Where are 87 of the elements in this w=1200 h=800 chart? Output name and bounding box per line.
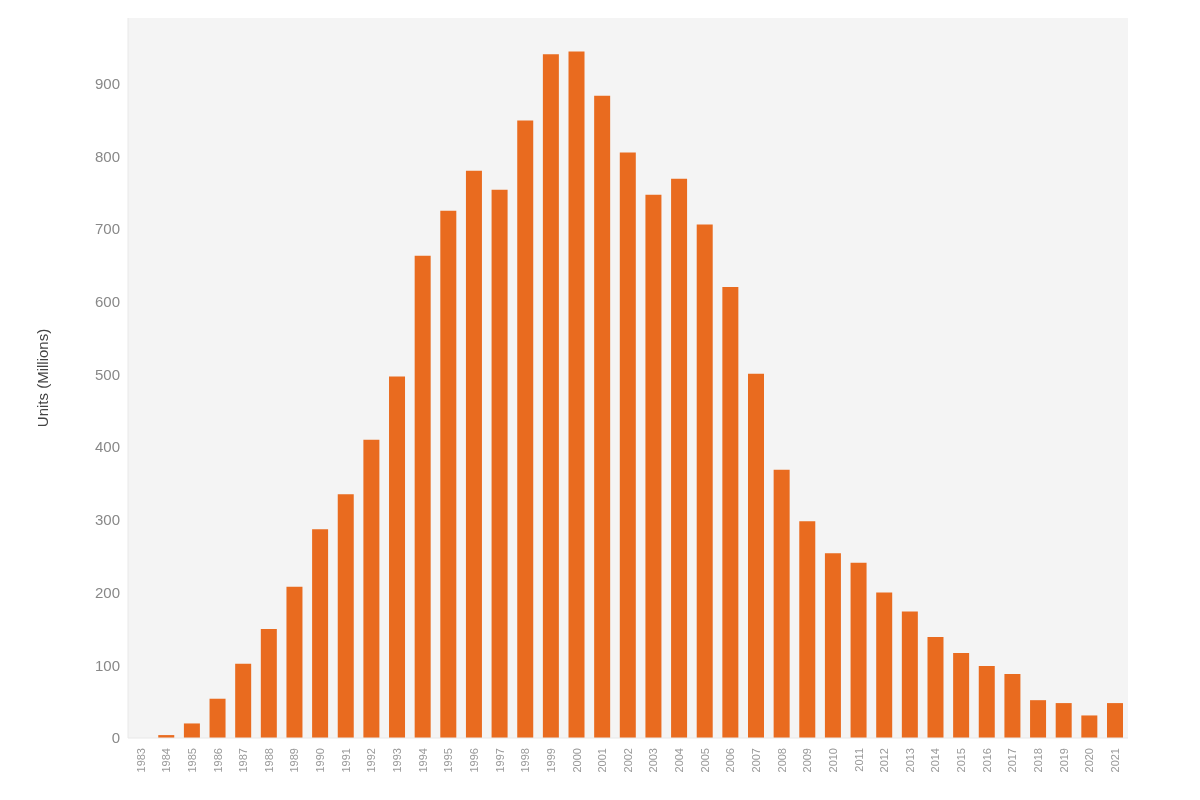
bar [491,189,508,738]
x-tick-label: 2002 [621,748,634,773]
x-tick-label: 2017 [1006,748,1019,773]
bar [594,95,611,738]
x-tick-label: 1997 [493,748,506,773]
bar [465,170,482,738]
y-tick-label: 300 [94,511,120,529]
y-tick-label: 500 [94,365,120,383]
x-tick-label: 2011 [852,748,865,772]
x-tick-label: 1988 [262,748,275,773]
bar [850,562,867,738]
x-tick-label: 1985 [185,748,198,773]
bar [517,120,534,738]
bar [696,224,713,738]
bar [1030,700,1047,738]
bar [286,586,303,738]
bar [235,663,252,738]
x-tick-label: 2016 [980,748,993,773]
x-tick-label: 2009 [801,748,814,773]
bar [542,54,559,738]
y-tick-label: 900 [94,74,120,92]
bar [799,521,816,738]
bar [824,553,841,738]
bar [1004,674,1021,738]
bar [773,469,790,738]
x-tick-label: 2004 [673,748,686,773]
x-tick-label: 2005 [698,748,711,773]
bar [260,628,277,738]
bar [312,529,329,738]
bar [978,666,995,738]
bar [414,255,431,738]
x-tick-label: 2018 [1032,748,1045,773]
bar [953,652,970,738]
x-tick-label: 1989 [288,748,301,773]
y-tick-label: 100 [94,656,120,674]
x-tick-label: 2006 [724,748,737,773]
bar [209,698,226,738]
bar [722,287,739,738]
x-tick-label: 1983 [134,748,147,773]
bar [363,439,380,738]
x-tick-label: 1986 [211,748,224,773]
bar [1055,703,1072,738]
x-tick-label: 2021 [1108,748,1121,773]
bar [671,178,688,738]
x-tick-label: 1995 [442,748,455,773]
x-tick-label: 2007 [750,748,763,773]
bar [337,494,354,738]
x-tick-label: 1987 [237,748,250,773]
y-tick-label: 700 [94,220,120,238]
x-tick-label: 2013 [903,748,916,773]
x-tick-label: 2008 [775,748,788,773]
x-tick-label: 1999 [544,748,557,773]
bar [876,592,893,738]
y-tick-label: 400 [94,438,120,456]
x-tick-label: 2020 [1083,748,1096,773]
x-tick-label: 2019 [1057,748,1070,773]
x-tick-label: 2010 [826,748,839,773]
bar [645,194,662,738]
x-tick-label: 1993 [391,748,404,773]
x-tick-label: 2001 [596,748,609,773]
x-tick-label: 1996 [467,748,480,773]
y-axis-title: Units (Millions) [34,328,52,428]
x-tick-label: 2000 [570,748,583,773]
x-tick-label: 1990 [314,748,327,773]
x-tick-label: 1984 [160,748,173,773]
y-tick-label: 0 [111,729,120,747]
bar [748,373,764,738]
y-tick-label: 800 [94,147,120,165]
bar [1106,703,1123,738]
bar [568,51,585,738]
bar [619,152,636,738]
x-tick-label: 1998 [519,748,532,773]
x-tick-label: 2014 [929,748,942,773]
bar [1081,715,1098,738]
bar [440,210,457,738]
bar [901,611,918,738]
y-tick-label: 600 [94,292,120,310]
x-tick-label: 2012 [878,748,891,773]
x-tick-label: 1992 [365,748,378,773]
x-tick-label: 2003 [647,748,660,773]
y-tick-label: 200 [94,583,120,601]
x-tick-label: 1994 [416,748,429,773]
x-tick-label: 1991 [339,748,352,773]
bar [927,636,944,738]
x-tick-label: 2015 [955,748,968,773]
bar [389,376,406,738]
bar [183,723,200,738]
